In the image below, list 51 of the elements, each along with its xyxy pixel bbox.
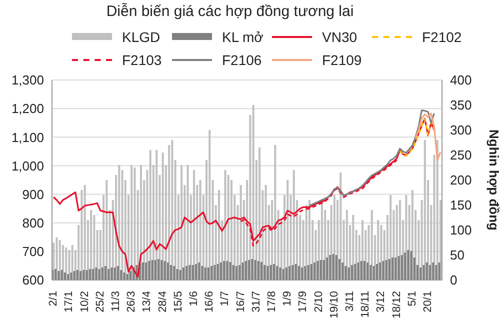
y2-tick-label: 150 [450, 198, 472, 213]
y2-tick-label: 50 [450, 248, 464, 263]
x-tick-label: 2/10 [312, 291, 325, 312]
x-tick-label: 28/4 [156, 291, 169, 312]
x-tick-label: 11/3 [110, 291, 122, 312]
y2-tick-label: 350 [450, 98, 472, 113]
x-tick-label: 5/1 [406, 291, 418, 306]
y-tick-label: 600 [22, 272, 44, 288]
y2-tick-label: 200 [450, 172, 472, 188]
x-tick-label: 1/7 [219, 291, 232, 306]
x-tick-label: 1/9 [282, 291, 294, 306]
y2-axis-title: Nghin hợp đồng [486, 130, 500, 231]
y2-tick-label: 250 [450, 148, 472, 163]
legend-label: KL mở [222, 28, 264, 44]
x-tick-label: 25/2 [94, 291, 106, 312]
y2-tick-label: 400 [450, 72, 472, 88]
x-tick-label: 26/3 [126, 291, 138, 312]
y-tick-label: 800 [22, 215, 44, 230]
x-tick-label: 3/11 [344, 291, 356, 312]
x-tick-label: 2/1 [48, 291, 60, 306]
x-tick-label: 13/4 [141, 291, 154, 312]
legend-label: KLGD [122, 28, 160, 44]
y-tick-label: 1,000 [11, 158, 44, 174]
x-tick-label: 16/6 [204, 291, 216, 312]
legend-label: F2109 [322, 52, 362, 68]
x-tick-label: 18/11 [360, 291, 372, 318]
x-tick-label: 3/12 [375, 291, 388, 312]
legend-label: VN30 [322, 28, 358, 44]
legend-label: F2106 [222, 52, 262, 68]
x-tick-label: 15/5 [172, 291, 184, 312]
x-tick-label: 10/2 [78, 291, 91, 312]
x-tick-label: 31/7 [250, 291, 262, 312]
x-tick-label: 19/10 [328, 291, 340, 319]
y-tick-label: 700 [22, 244, 44, 260]
x-tick-label: 17/9 [297, 291, 310, 312]
y2-tick-label: 0 [450, 272, 458, 288]
legend-label: F2103 [122, 52, 162, 68]
y-tick-label: 1,100 [11, 130, 44, 145]
x-tick-label: 20/1 [422, 291, 434, 312]
y2-tick-label: 300 [450, 122, 472, 138]
x-tick-label: 18/12 [390, 291, 403, 319]
y-tick-label: 1,200 [11, 101, 44, 116]
x-tick-label: 17/1 [63, 291, 76, 312]
x-tick-label: 1/6 [188, 291, 200, 306]
x-tick-label: 16/7 [234, 291, 247, 312]
y-tick-label: 900 [22, 186, 44, 202]
chart-title: Diễn biến giá các hợp đồng tương lai [105, 3, 355, 20]
legend-label: F2102 [422, 28, 462, 44]
x-tick-label: 17/8 [266, 291, 278, 312]
y-tick-label: 1,300 [11, 72, 44, 88]
y2-tick-label: 100 [450, 222, 472, 238]
